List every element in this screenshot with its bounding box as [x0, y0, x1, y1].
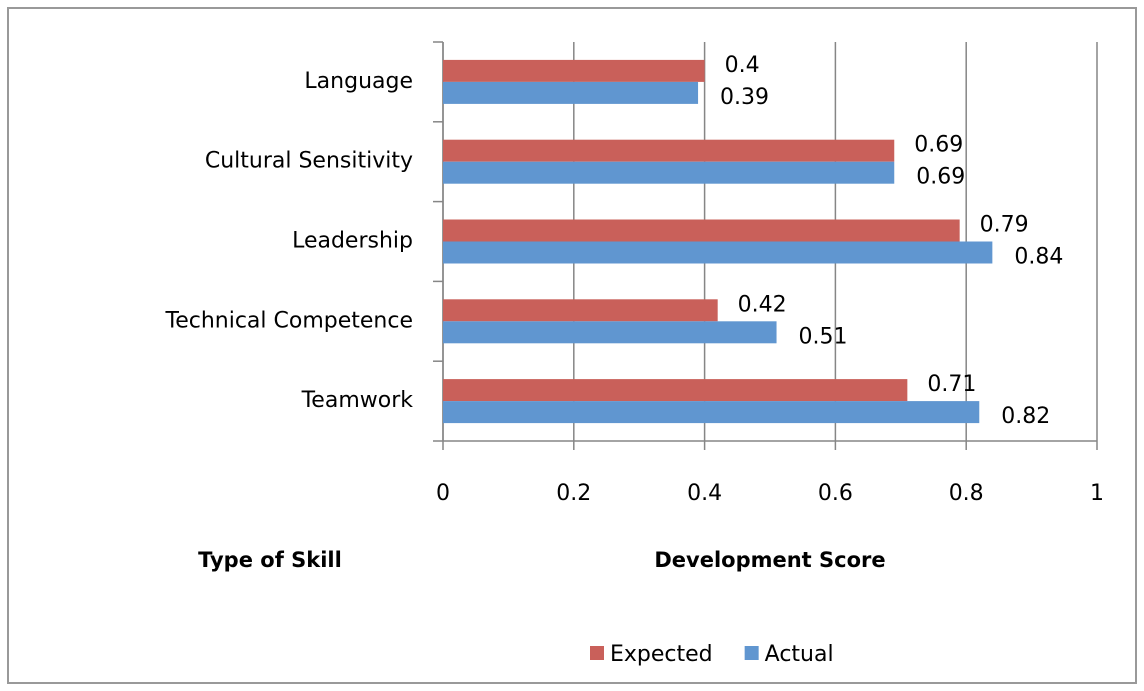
data-label: 0.79 — [980, 213, 1029, 238]
bar — [443, 59, 705, 82]
x-tick-label: 0.2 — [556, 481, 591, 506]
legend-label: Expected — [610, 642, 713, 667]
x-tick-label: 0.8 — [949, 481, 984, 506]
x-axis-title: Development Score — [654, 548, 885, 572]
data-label: 0.51 — [799, 324, 848, 349]
data-label: 0.82 — [1001, 404, 1050, 429]
bar — [443, 401, 980, 424]
data-label: 0.71 — [927, 372, 976, 397]
bar — [443, 219, 960, 242]
y-axis-title: Type of Skill — [198, 548, 342, 572]
bar — [443, 139, 895, 162]
x-tick-label: 0.4 — [687, 481, 722, 506]
chart-border — [7, 7, 1137, 684]
y-tick-label: Technical Competence — [165, 308, 414, 333]
bar — [443, 299, 718, 322]
bar — [443, 321, 777, 344]
legend-swatch — [590, 646, 604, 660]
x-tick-label: 0.6 — [818, 481, 853, 506]
bar — [443, 241, 993, 264]
y-tick-label: Language — [304, 69, 413, 94]
bar — [443, 161, 895, 184]
data-label: 0.39 — [720, 85, 769, 110]
legend-label: Actual — [765, 642, 834, 667]
data-label: 0.42 — [738, 292, 787, 317]
x-tick-label: 0 — [436, 481, 450, 506]
y-tick-label: Cultural Sensitivity — [205, 149, 413, 174]
bar — [443, 81, 699, 104]
x-tick-label: 1 — [1090, 481, 1104, 506]
bar — [443, 379, 908, 402]
data-label: 0.84 — [1014, 245, 1063, 270]
y-tick-label: Leadership — [292, 229, 413, 254]
data-label: 0.4 — [725, 53, 760, 78]
y-tick-label: Teamwork — [301, 388, 414, 413]
data-label: 0.69 — [914, 133, 963, 158]
legend-swatch — [744, 646, 759, 660]
data-label: 0.69 — [916, 165, 965, 190]
